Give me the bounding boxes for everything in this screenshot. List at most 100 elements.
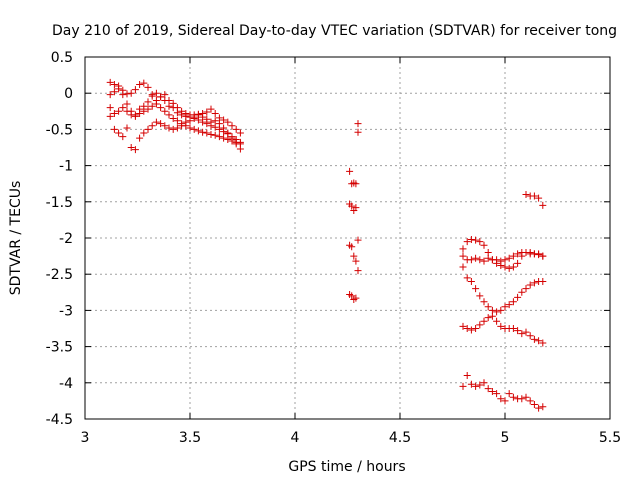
- data-point: [123, 90, 131, 98]
- data-point: [220, 116, 228, 124]
- data-point: [463, 238, 471, 246]
- data-point: [480, 241, 488, 249]
- data-point: [467, 380, 475, 388]
- data-point: [148, 102, 156, 110]
- data-point: [140, 129, 148, 137]
- data-point: [152, 100, 160, 108]
- data-point: [182, 109, 190, 117]
- data-point: [522, 191, 530, 199]
- data-point: [493, 317, 501, 325]
- x-tick-label: 5: [501, 430, 510, 446]
- data-point: [514, 259, 522, 267]
- data-points: [106, 78, 547, 412]
- data-point: [136, 109, 144, 117]
- data-point: [165, 96, 173, 104]
- data-point: [228, 137, 236, 145]
- data-point: [509, 298, 517, 306]
- data-point: [224, 136, 232, 144]
- data-point: [199, 128, 207, 136]
- data-point: [203, 129, 211, 137]
- data-point: [144, 98, 152, 106]
- data-point: [535, 194, 543, 202]
- x-tick-label: 4.5: [389, 430, 411, 446]
- data-point: [157, 93, 165, 101]
- data-point: [484, 385, 492, 393]
- data-point: [514, 293, 522, 301]
- data-point: [348, 202, 356, 210]
- data-point: [530, 192, 538, 200]
- data-point: [459, 322, 467, 330]
- y-tick-label: -4.5: [46, 412, 73, 428]
- data-point: [472, 285, 480, 293]
- plot-frame: [84, 56, 611, 420]
- data-point: [173, 117, 181, 125]
- data-point: [203, 115, 211, 123]
- data-point: [131, 146, 139, 154]
- data-point: [131, 112, 139, 120]
- data-point: [539, 403, 547, 411]
- data-point: [522, 328, 530, 336]
- data-point: [497, 306, 505, 314]
- data-point: [522, 248, 530, 256]
- data-point: [488, 312, 496, 320]
- data-point: [505, 301, 513, 309]
- data-point: [169, 99, 177, 107]
- data-point: [169, 125, 177, 133]
- data-point: [501, 256, 509, 264]
- data-point: [157, 104, 165, 112]
- data-point: [115, 107, 123, 115]
- x-tick-label: 3.5: [179, 430, 201, 446]
- data-point: [190, 125, 198, 133]
- data-point: [472, 382, 480, 390]
- data-point: [535, 404, 543, 412]
- data-point: [131, 86, 139, 94]
- data-point: [354, 128, 362, 136]
- data-point: [497, 322, 505, 330]
- data-point: [493, 256, 501, 264]
- data-point: [480, 298, 488, 306]
- data-point: [236, 140, 244, 148]
- data-point: [119, 104, 127, 112]
- data-point: [514, 250, 522, 258]
- data-point: [165, 124, 173, 132]
- y-axis-label: SDTVAR / TECUs: [8, 181, 24, 296]
- data-point: [144, 83, 152, 91]
- data-point: [493, 390, 501, 398]
- x-axis-label: GPS time / hours: [288, 459, 405, 475]
- data-point: [211, 117, 219, 125]
- y-tick-label: -3: [59, 303, 73, 319]
- data-point: [144, 125, 152, 133]
- data-point: [530, 401, 538, 409]
- data-point: [476, 321, 484, 329]
- data-point: [476, 292, 484, 300]
- x-tick-labels: 3 3.5 4 4.5 5 5.5: [81, 430, 622, 446]
- grid-lines: [85, 57, 610, 419]
- data-point: [518, 395, 526, 403]
- data-point: [199, 113, 207, 121]
- data-point: [459, 252, 467, 260]
- data-point: [518, 288, 526, 296]
- data-point: [152, 89, 160, 97]
- data-point: [522, 393, 530, 401]
- data-point: [207, 118, 215, 126]
- data-point: [215, 133, 223, 141]
- data-point: [354, 267, 362, 275]
- data-point: [522, 285, 530, 293]
- data-point: [110, 88, 118, 96]
- data-point: [161, 122, 169, 130]
- data-point: [148, 91, 156, 99]
- data-point: [115, 82, 123, 90]
- data-point: [236, 129, 244, 137]
- data-point: [467, 277, 475, 285]
- data-point: [178, 107, 186, 115]
- data-point: [467, 235, 475, 243]
- y-tick-label: -3.5: [46, 340, 73, 356]
- chart-title: Day 210 of 2019, Sidereal Day-to-day VTE…: [52, 23, 617, 39]
- y-tick-label: -0.5: [46, 122, 73, 138]
- data-point: [127, 144, 135, 151]
- data-point: [509, 393, 517, 401]
- data-point: [488, 387, 496, 395]
- data-point: [352, 204, 360, 212]
- data-point: [140, 107, 148, 115]
- data-point: [539, 201, 547, 209]
